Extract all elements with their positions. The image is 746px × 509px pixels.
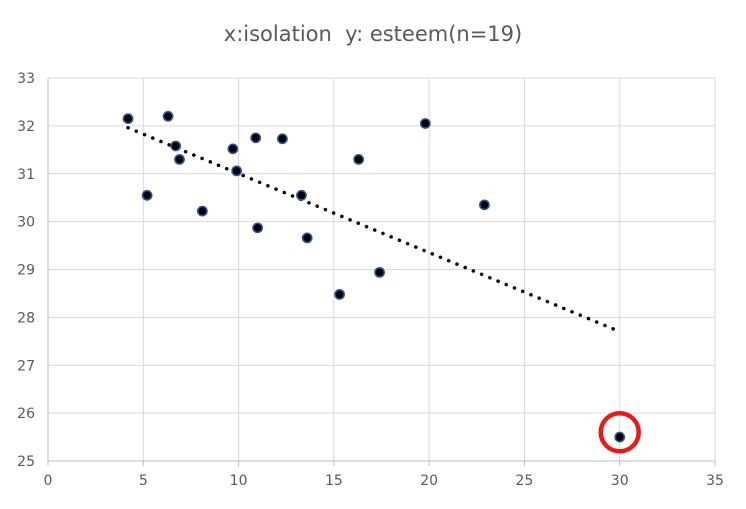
x-tick-label: 20 — [420, 473, 438, 489]
data-point — [301, 232, 313, 244]
data-point — [122, 113, 134, 125]
y-tick-label: 26 — [17, 406, 35, 422]
data-point — [614, 431, 626, 443]
data-point — [227, 143, 239, 155]
x-tick-label: 30 — [611, 473, 629, 489]
data-point — [170, 140, 182, 152]
y-tick-label: 33 — [17, 71, 35, 87]
data-point — [250, 132, 262, 144]
data-point — [353, 153, 365, 165]
data-point — [277, 133, 288, 145]
y-tick-label: 28 — [17, 310, 35, 326]
x-tick-label: 0 — [44, 473, 53, 489]
y-tick-label: 25 — [17, 454, 35, 470]
data-point — [296, 189, 307, 201]
y-tick-label: 29 — [17, 263, 35, 279]
data-point — [419, 118, 431, 129]
y-tick-label: 27 — [17, 358, 35, 374]
chart-title: x:isolation y: esteem(n=19) — [223, 22, 523, 46]
x-tick-label: 10 — [230, 473, 248, 489]
x-tick-label: 35 — [706, 473, 724, 489]
y-tick-label: 30 — [17, 215, 35, 231]
x-tick-label: 15 — [325, 473, 343, 489]
y-tick-label: 31 — [17, 167, 35, 183]
data-point — [479, 199, 490, 211]
trendline — [126, 126, 620, 333]
data-point — [141, 189, 153, 201]
y-tick-label: 32 — [17, 119, 35, 135]
data-point — [231, 165, 243, 177]
data-point — [162, 110, 174, 122]
data-point — [374, 266, 385, 278]
data-point — [334, 288, 345, 300]
x-tick-label: 5 — [139, 473, 148, 489]
data-point — [196, 205, 208, 217]
outlier-highlight-circle — [598, 411, 641, 454]
data-point — [174, 153, 185, 165]
data-point — [252, 222, 264, 234]
x-tick-label: 25 — [516, 473, 534, 489]
